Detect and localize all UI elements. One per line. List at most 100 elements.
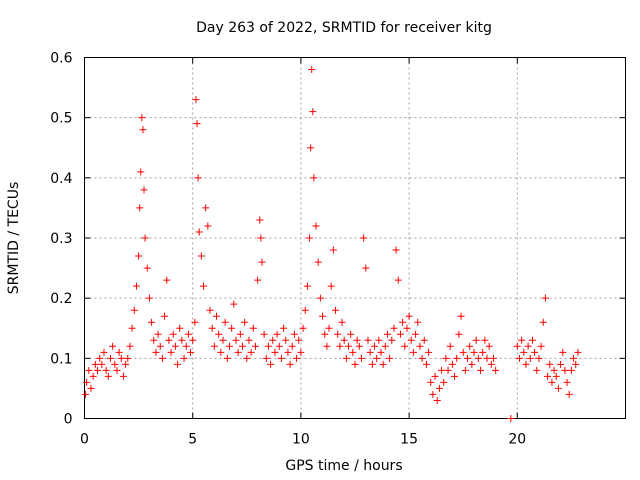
data-point xyxy=(89,372,97,380)
data-point xyxy=(349,348,357,356)
data-point xyxy=(533,366,541,374)
data-point xyxy=(303,282,311,290)
y-tick-label: 0 xyxy=(64,412,73,428)
data-point xyxy=(401,342,409,350)
data-point xyxy=(169,330,177,338)
data-point xyxy=(277,354,285,362)
data-point xyxy=(526,354,534,362)
data-point xyxy=(319,312,327,320)
data-point xyxy=(117,354,125,362)
data-point xyxy=(366,348,374,356)
data-point xyxy=(140,186,148,194)
data-point xyxy=(396,330,404,338)
data-point xyxy=(126,342,134,350)
data-point xyxy=(187,348,195,356)
data-point xyxy=(251,342,259,350)
data-point xyxy=(518,336,526,344)
data-point xyxy=(219,336,227,344)
data-point xyxy=(271,348,279,356)
data-point xyxy=(208,324,216,332)
data-point xyxy=(174,360,182,368)
data-point xyxy=(215,330,223,338)
data-point xyxy=(195,228,203,236)
data-point xyxy=(466,342,474,350)
data-point xyxy=(485,342,493,350)
data-point xyxy=(416,342,424,350)
data-point xyxy=(468,360,476,368)
data-point xyxy=(102,366,110,374)
data-point xyxy=(115,348,123,356)
data-point xyxy=(254,276,262,284)
data-point xyxy=(297,348,305,356)
data-point xyxy=(414,318,422,326)
data-point xyxy=(148,318,156,326)
data-point xyxy=(487,360,495,368)
data-point xyxy=(368,360,376,368)
data-point xyxy=(310,174,318,182)
data-point xyxy=(399,318,407,326)
data-point xyxy=(544,372,552,380)
data-point xyxy=(154,330,162,338)
data-point xyxy=(184,330,192,338)
data-point xyxy=(156,342,164,350)
data-point xyxy=(338,318,346,326)
data-point xyxy=(375,336,383,344)
data-point xyxy=(267,360,275,368)
data-point xyxy=(182,342,190,350)
data-point xyxy=(264,342,272,350)
data-point xyxy=(243,354,251,362)
data-point xyxy=(234,348,242,356)
data-point xyxy=(295,336,303,344)
data-point xyxy=(347,330,355,338)
data-point xyxy=(405,312,413,320)
data-point xyxy=(258,258,266,266)
data-point xyxy=(407,336,415,344)
data-point xyxy=(567,366,575,374)
data-point xyxy=(225,342,233,350)
data-point xyxy=(257,234,265,242)
data-point xyxy=(522,360,530,368)
data-point xyxy=(489,354,497,362)
data-point xyxy=(247,348,255,356)
data-point xyxy=(230,300,238,308)
data-point xyxy=(323,342,331,350)
data-point xyxy=(409,348,417,356)
data-point xyxy=(223,354,231,362)
data-point xyxy=(515,354,523,362)
data-point xyxy=(122,360,130,368)
data-point xyxy=(282,336,290,344)
data-point xyxy=(321,330,329,338)
data-point xyxy=(342,354,350,362)
data-point xyxy=(96,354,104,362)
data-point xyxy=(163,276,171,284)
data-point xyxy=(113,366,121,374)
data-point xyxy=(552,372,560,380)
data-point xyxy=(383,330,391,338)
data-point xyxy=(124,354,132,362)
data-point xyxy=(87,384,95,392)
data-point xyxy=(435,384,443,392)
data-point xyxy=(539,318,547,326)
x-tick-label: 0 xyxy=(80,432,89,448)
data-point xyxy=(481,336,489,344)
data-point xyxy=(197,252,205,260)
data-point xyxy=(93,366,101,374)
data-point xyxy=(440,378,448,386)
data-point xyxy=(152,348,160,356)
data-point xyxy=(189,336,197,344)
data-point xyxy=(256,216,264,224)
data-point xyxy=(135,252,143,260)
data-point xyxy=(444,366,452,374)
data-point xyxy=(132,282,140,290)
data-point xyxy=(245,336,253,344)
data-point xyxy=(520,348,528,356)
data-point xyxy=(455,330,463,338)
data-point xyxy=(100,348,108,356)
y-axis-label: SRMTID / TECUs xyxy=(6,182,22,295)
y-tick-label: 0.6 xyxy=(50,51,72,67)
data-point xyxy=(464,354,472,362)
data-point xyxy=(206,306,214,314)
data-point xyxy=(420,336,428,344)
data-point xyxy=(377,348,385,356)
data-point xyxy=(167,348,175,356)
